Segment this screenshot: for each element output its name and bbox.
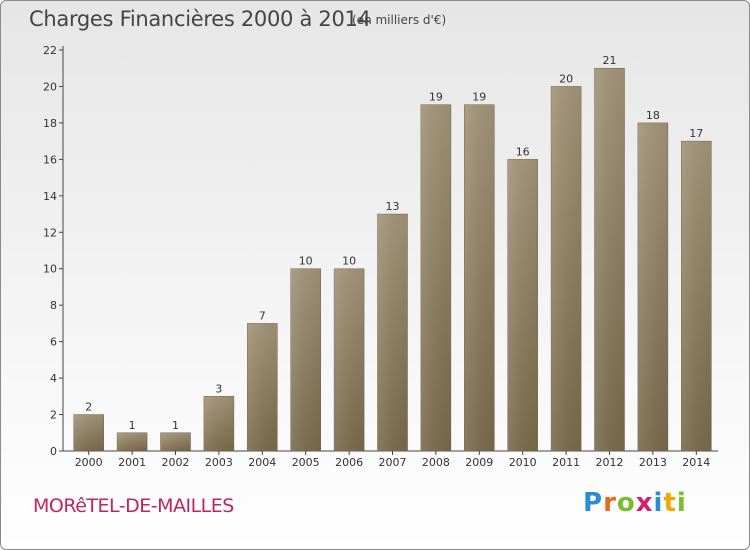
bar-shade <box>377 214 408 451</box>
x-tick-label: 2003 <box>205 456 233 469</box>
x-tick-label: 2009 <box>465 456 493 469</box>
bar-shade <box>637 122 668 451</box>
data-label: 3 <box>215 382 222 395</box>
bar-shade <box>681 141 712 452</box>
data-label: 17 <box>689 127 703 140</box>
data-label: 19 <box>472 91 486 104</box>
x-tick-label: 2006 <box>335 456 363 469</box>
data-label: 10 <box>299 255 313 268</box>
bar-shade <box>464 104 495 451</box>
x-tick-label: 2000 <box>75 456 103 469</box>
logo-letter: i <box>676 488 687 518</box>
y-tick-label: 16 <box>43 153 57 166</box>
logo-letter: r <box>603 488 617 518</box>
x-tick-label: 2011 <box>552 456 580 469</box>
x-tick-label: 2008 <box>422 456 450 469</box>
data-label: 10 <box>342 255 356 268</box>
bar-shade <box>507 159 538 451</box>
y-tick-label: 4 <box>50 372 57 385</box>
data-label: 13 <box>386 200 400 213</box>
y-tick-label: 12 <box>43 226 57 239</box>
x-tick-label: 2001 <box>118 456 146 469</box>
bar-shade <box>551 86 582 452</box>
x-tick-label: 2013 <box>639 456 667 469</box>
data-label: 19 <box>429 91 443 104</box>
town-name: MORêTEL-DE-MAILLES <box>33 495 234 517</box>
x-tick-label: 2012 <box>596 456 624 469</box>
bar-shade <box>117 432 148 451</box>
y-tick-label: 0 <box>50 445 57 458</box>
data-label: 1 <box>129 419 136 432</box>
x-tick-label: 2005 <box>292 456 320 469</box>
bar-shade <box>290 268 321 451</box>
x-tick-label: 2010 <box>509 456 537 469</box>
data-label: 20 <box>559 72 573 85</box>
y-tick-label: 6 <box>50 336 57 349</box>
x-tick-label: 2007 <box>379 456 407 469</box>
bar-shade <box>247 323 278 451</box>
bar-shade <box>203 396 234 451</box>
logo-letter: i <box>653 488 664 518</box>
y-tick-label: 8 <box>50 299 57 312</box>
chart-title: Charges Financières 2000 à 2014 <box>29 7 371 31</box>
chart-subtitle: (en milliers d'€) <box>352 13 447 27</box>
data-label: 21 <box>603 54 617 67</box>
y-tick-label: 20 <box>43 80 57 93</box>
x-tick-label: 2004 <box>248 456 276 469</box>
plot-area: 0246810121416182022220001200112002320037… <box>43 44 718 469</box>
data-label: 1 <box>172 419 179 432</box>
proxiti-logo[interactable]: Proxiti <box>583 488 687 518</box>
data-label: 16 <box>516 145 530 158</box>
y-tick-label: 22 <box>43 44 57 57</box>
bar-shade <box>334 268 365 451</box>
y-tick-label: 10 <box>43 263 57 276</box>
y-tick-label: 14 <box>43 190 57 203</box>
data-label: 18 <box>646 109 660 122</box>
logo-letter: x <box>635 488 654 518</box>
data-label: 2 <box>85 401 92 414</box>
bar-shade <box>73 414 104 451</box>
x-tick-label: 2014 <box>682 456 710 469</box>
data-label: 7 <box>259 309 266 322</box>
bar-shade <box>420 104 451 451</box>
x-tick-label: 2002 <box>162 456 190 469</box>
y-tick-label: 18 <box>43 117 57 130</box>
bar-shade <box>594 68 625 452</box>
bar-shade <box>160 432 191 451</box>
logo-letter: P <box>583 488 604 518</box>
y-tick-label: 2 <box>50 409 57 422</box>
logo-letter: t <box>663 488 677 518</box>
logo-letter: o <box>616 488 636 518</box>
